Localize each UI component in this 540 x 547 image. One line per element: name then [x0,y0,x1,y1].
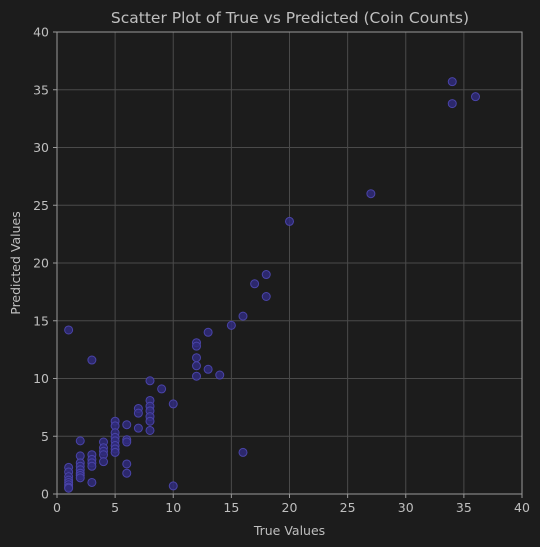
data-point [145,416,155,426]
data-point [192,361,201,371]
data-point [157,384,167,394]
x-axis-label: True Values [253,523,325,538]
data-point [261,291,271,301]
data-point [122,437,132,447]
data-point [145,425,155,435]
data-point [366,189,376,199]
y-tick-label: 5 [41,429,49,444]
data-point [261,270,271,280]
y-tick-label: 25 [33,198,49,213]
data-point [87,461,97,471]
data-point [168,481,178,491]
data-point [75,436,85,446]
data-point [192,371,201,381]
data-point [145,376,155,386]
data-point [110,447,120,457]
data-point [250,279,260,289]
data-point [122,420,132,430]
data-point [203,364,213,374]
data-point [238,311,248,321]
data-point [122,459,132,469]
data-point [87,477,97,487]
data-point [133,423,143,433]
x-tick-label: 30 [398,500,414,515]
axis-ticks: 0 5 10 15 20 25 30 35 40 0 5 10 15 20 25 30 35 40 [33,25,530,516]
x-tick-label: 0 [53,500,61,515]
data-point [447,99,457,109]
data-point [226,320,236,330]
data-point [238,447,248,457]
data-point [203,327,213,337]
y-tick-label: 20 [33,256,49,271]
data-point [285,216,294,226]
x-tick-label: 25 [340,500,356,515]
x-tick-label: 5 [111,500,119,515]
data-point [64,325,74,335]
y-axis-label: Predicted Values [8,211,23,315]
chart-title: Scatter Plot of True vs Predicted (Coin … [111,9,469,27]
data-point [215,370,225,380]
y-tick-label: 30 [33,140,49,155]
data-point [471,92,480,102]
data-point [192,341,201,351]
x-tick-label: 15 [223,500,239,515]
data-point [447,77,457,87]
x-tick-label: 40 [514,500,530,515]
y-tick-label: 40 [33,25,49,40]
data-point [75,473,85,483]
data-point [64,483,74,493]
data-points [64,77,480,493]
y-tick-label: 35 [33,82,49,97]
x-tick-label: 10 [165,500,181,515]
data-point [192,353,201,363]
x-tick-label: 35 [456,500,472,515]
x-tick-label: 20 [282,500,298,515]
data-point [122,468,132,478]
data-point [168,399,178,409]
y-tick-label: 10 [33,371,49,386]
y-tick-label: 15 [33,313,49,328]
data-point [99,457,108,467]
y-tick-label: 0 [41,487,49,502]
data-point [87,355,97,365]
data-point [133,408,143,418]
